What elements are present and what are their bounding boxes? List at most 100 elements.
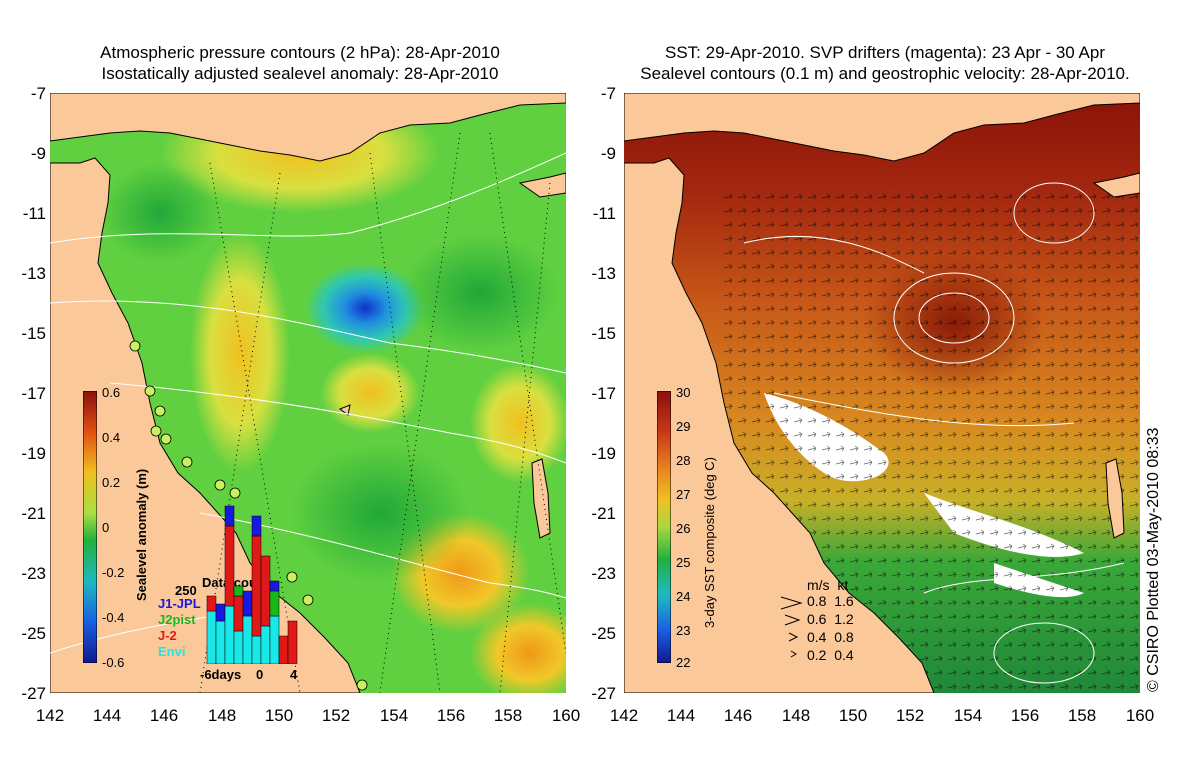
legend-envi: Envi bbox=[158, 644, 186, 659]
new-guinea-land bbox=[624, 93, 1140, 162]
lon-tick: 148 bbox=[781, 706, 811, 725]
satellite-track bbox=[369, 152, 441, 693]
lon-tick: 160 bbox=[551, 706, 581, 725]
sealevel-contour bbox=[923, 562, 1125, 594]
sealevel-contour bbox=[993, 622, 1095, 684]
lat-tick: -25 bbox=[21, 624, 46, 643]
velocity-kt: 0.4 bbox=[834, 647, 854, 663]
tide-gauge bbox=[160, 433, 172, 445]
tide-gauge bbox=[144, 385, 156, 397]
tide-gauge bbox=[286, 571, 298, 583]
pressure-contour bbox=[109, 382, 566, 464]
data-count-histogram bbox=[206, 505, 298, 664]
island bbox=[1092, 172, 1140, 198]
legend-j-2: J-2 bbox=[158, 628, 177, 643]
sla-tick: 0.4 bbox=[102, 430, 121, 445]
sst-tick: 25 bbox=[676, 555, 691, 570]
histogram-bar bbox=[242, 590, 253, 617]
sla-blob bbox=[400, 233, 560, 353]
histogram-bar bbox=[251, 515, 262, 537]
histogram-bar bbox=[224, 605, 235, 664]
lat-tick: -13 bbox=[21, 264, 46, 283]
velocity-ms: 0.8 bbox=[807, 593, 827, 609]
lon-tick: 154 bbox=[953, 706, 983, 725]
island bbox=[518, 172, 566, 198]
lon-tick: 152 bbox=[321, 706, 351, 725]
tide-gauge bbox=[150, 425, 162, 437]
histogram-bar bbox=[269, 580, 280, 592]
sla-tick: -0.6 bbox=[102, 655, 125, 670]
lon-tick: 150 bbox=[264, 706, 294, 725]
sla-tick: -0.2 bbox=[102, 565, 125, 580]
velocity-arrow-0-4 bbox=[788, 632, 799, 642]
lon-tick: 156 bbox=[1010, 706, 1040, 725]
right-title-line1: SST: 29-Apr-2010. SVP drifters (magenta)… bbox=[664, 43, 1106, 62]
sst-tick: 28 bbox=[676, 453, 691, 468]
sst-map-graphic bbox=[624, 93, 1140, 693]
csiro-credit: © CSIRO Plotted 03-May-2010 08:33 bbox=[1145, 427, 1162, 692]
right-title: SST: 29-Apr-2010. SVP drifters (magenta)… bbox=[590, 42, 1180, 84]
histogram-bar bbox=[287, 620, 298, 664]
histogram-bar bbox=[278, 635, 289, 664]
lat-tick: -11 bbox=[592, 204, 616, 223]
tide-gauge-markers bbox=[129, 340, 368, 691]
lat-tick: -17 bbox=[591, 384, 616, 403]
lon-tick: 142 bbox=[35, 706, 65, 725]
sst-tick: 30 bbox=[676, 385, 691, 400]
lat-tick: -9 bbox=[600, 144, 616, 163]
lat-tick: -19 bbox=[591, 444, 616, 463]
tide-gauge bbox=[229, 487, 241, 499]
histogram-bar bbox=[224, 525, 235, 607]
sealevel-contour bbox=[743, 235, 925, 274]
sealevel-contour bbox=[893, 272, 1015, 364]
island bbox=[338, 404, 351, 416]
sla-blob bbox=[290, 443, 470, 583]
lon-tick: 146 bbox=[149, 706, 179, 725]
lat-tick: -11 bbox=[22, 204, 46, 223]
lon-tick: 144 bbox=[666, 706, 696, 725]
sst-map: 30 29 28 27 26 25 24 23 22 3-day SST com… bbox=[624, 93, 1140, 693]
lon-tick: 144 bbox=[92, 706, 122, 725]
pressure-contour bbox=[199, 512, 566, 599]
velocity-unit-kt: kt bbox=[837, 577, 849, 593]
new-caledonia-island bbox=[531, 458, 551, 539]
lat-tick: -27 bbox=[21, 684, 46, 703]
lon-tick: 154 bbox=[379, 706, 409, 725]
lat-tick: -7 bbox=[30, 84, 46, 103]
lat-tick: -13 bbox=[591, 264, 616, 283]
pressure-contour bbox=[50, 300, 566, 374]
lat-tick: -21 bbox=[591, 504, 616, 523]
lon-tick: 142 bbox=[609, 706, 639, 725]
lat-tick: -25 bbox=[591, 624, 616, 643]
lon-tick: 146 bbox=[723, 706, 753, 725]
histogram-bar bbox=[260, 625, 271, 664]
lon-tick: 160 bbox=[1125, 706, 1155, 725]
sealevel-contour bbox=[773, 392, 1075, 427]
lon-tick: 152 bbox=[895, 706, 925, 725]
sst-tick: 29 bbox=[676, 419, 691, 434]
sst-tick: 26 bbox=[676, 521, 691, 536]
velocity-row: 0.4 0.8 bbox=[807, 629, 854, 645]
lat-tick: -15 bbox=[591, 324, 616, 343]
histogram-bar bbox=[251, 635, 262, 664]
satellite-track bbox=[499, 182, 551, 693]
australia-land bbox=[50, 157, 361, 693]
histogram-bar bbox=[224, 505, 235, 527]
left-title-line2: Isostatically adjusted sealevel anomaly:… bbox=[101, 64, 499, 83]
histogram-bar bbox=[269, 590, 280, 617]
velocity-arrow-0-2 bbox=[790, 650, 797, 658]
right-title-line2: Sealevel contours (0.1 m) and geostrophi… bbox=[640, 64, 1130, 83]
sla-blob bbox=[470, 603, 566, 693]
sst-tick: 24 bbox=[676, 589, 691, 604]
histogram-bar bbox=[233, 595, 244, 632]
sla-blob bbox=[190, 233, 290, 473]
sst-tick: 23 bbox=[676, 623, 691, 638]
sst-colorbar bbox=[657, 391, 671, 663]
legend-j2pist: J2pist bbox=[158, 612, 196, 627]
sst-tick: 27 bbox=[676, 487, 691, 502]
new-guinea-land bbox=[50, 93, 566, 162]
velocity-kt: 1.2 bbox=[834, 611, 854, 627]
lat-tick: -23 bbox=[21, 564, 46, 583]
histogram-bar bbox=[233, 630, 244, 664]
lon-tick: 150 bbox=[838, 706, 868, 725]
